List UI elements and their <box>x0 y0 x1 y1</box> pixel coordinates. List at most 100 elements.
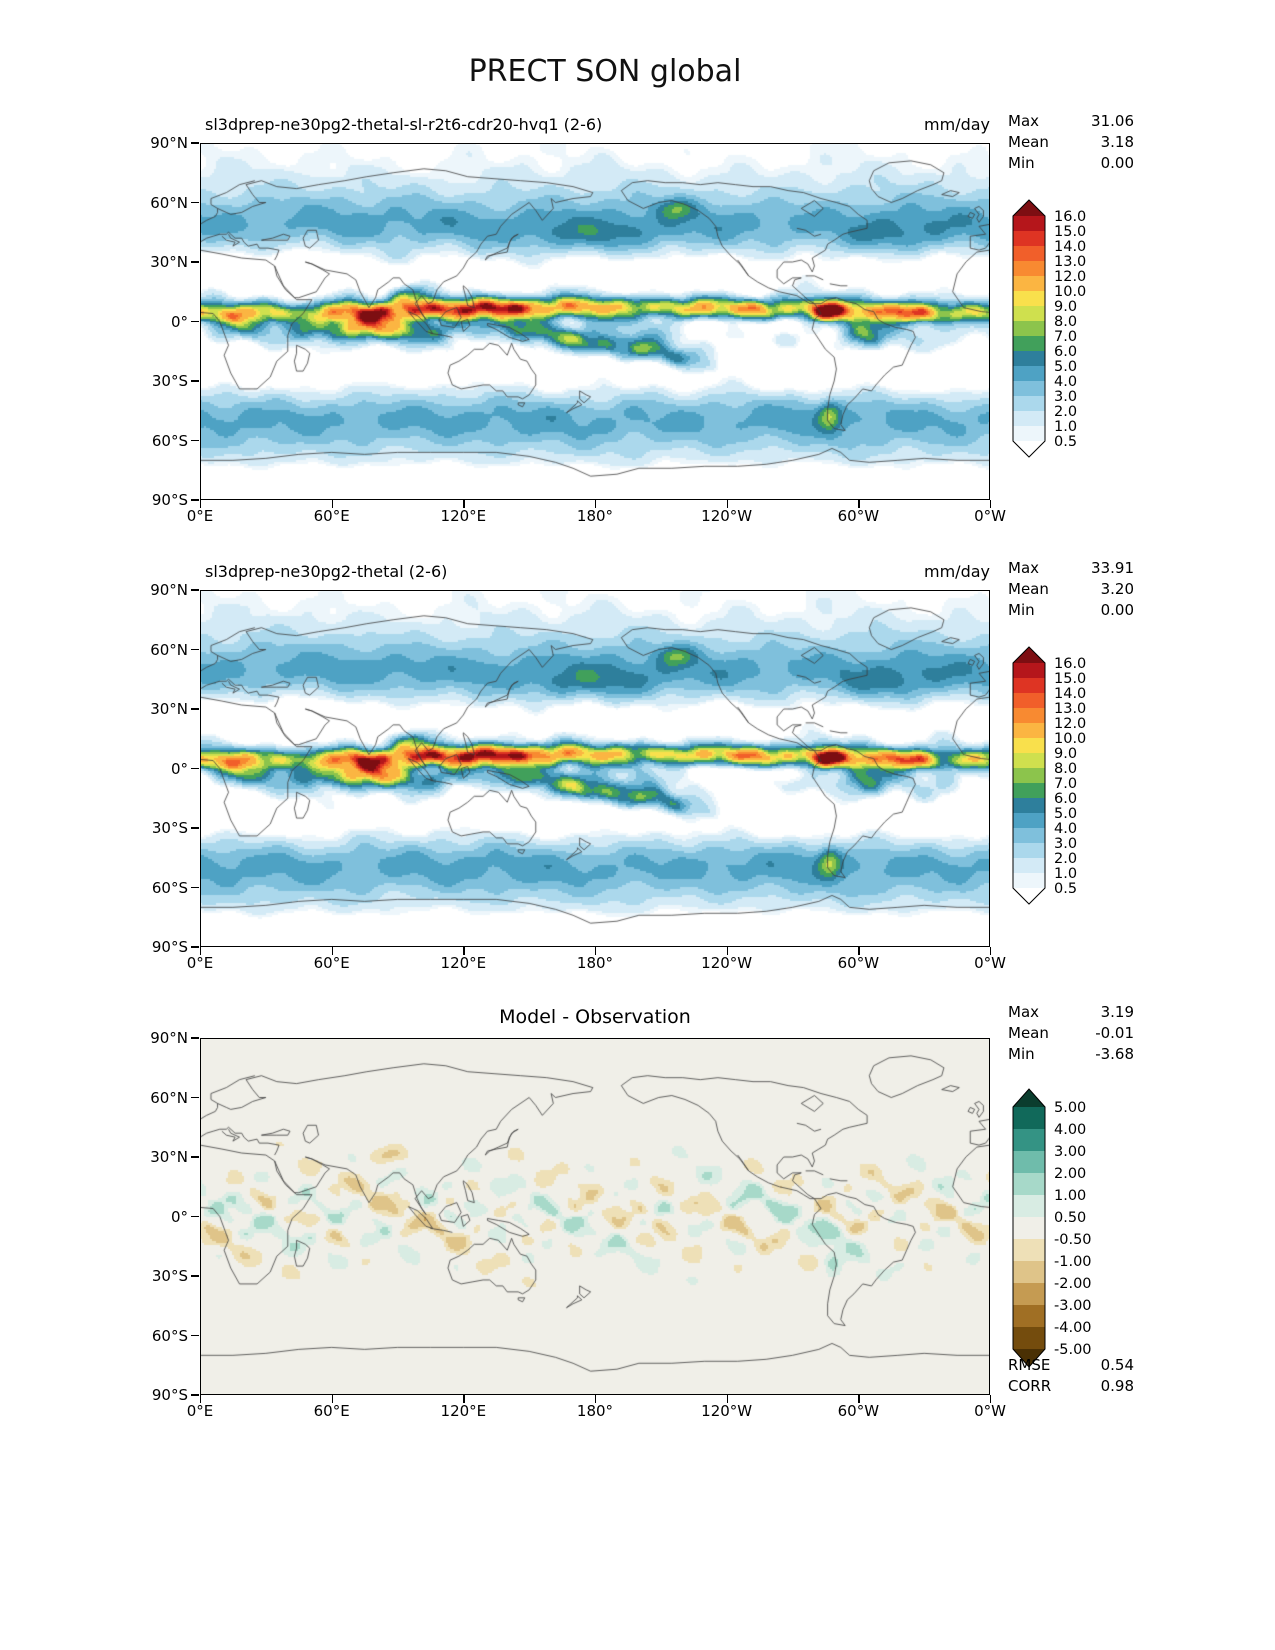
stat-label-max: Max <box>1008 112 1040 130</box>
svg-text:-4.00: -4.00 <box>1054 1320 1092 1336</box>
colorbar-svg: 16.015.014.013.012.010.09.08.07.06.05.04… <box>1012 199 1086 458</box>
y-tick-mark <box>191 767 199 770</box>
x-tick-label: 0°E <box>186 954 214 972</box>
stat-value-mean: 3.18 <box>1100 133 1134 151</box>
stat-value-min: 0.00 <box>1100 601 1134 619</box>
panel2-stats: Max 33.91 Mean 3.20 Min 0.00 <box>1008 559 1134 622</box>
y-tick-mark <box>191 380 199 382</box>
y-tick-mark <box>191 320 199 323</box>
x-tick-mark <box>858 947 860 955</box>
svg-text:3.00: 3.00 <box>1054 1144 1086 1160</box>
y-tick-mark <box>191 1334 199 1337</box>
panel3-map <box>200 1038 990 1395</box>
y-tick-mark <box>191 886 199 889</box>
x-tick-label: 120°E <box>440 507 487 525</box>
y-tick-label: 90°S <box>151 938 188 956</box>
y-tick-mark <box>191 499 199 501</box>
stat-label-mean: Mean <box>1008 1024 1049 1042</box>
stat-label-min: Min <box>1008 601 1035 619</box>
y-tick-mark <box>191 708 199 710</box>
y-tick-label: 0° <box>170 312 188 331</box>
svg-text:8.0: 8.0 <box>1054 314 1077 330</box>
y-tick-label: 30°N <box>150 253 188 271</box>
svg-text:-1.00: -1.00 <box>1054 1254 1092 1270</box>
svg-text:1.0: 1.0 <box>1054 866 1077 882</box>
svg-text:10.0: 10.0 <box>1054 731 1086 747</box>
svg-text:3.0: 3.0 <box>1054 389 1077 405</box>
panel3-map-canvas <box>200 1038 990 1395</box>
svg-text:2.0: 2.0 <box>1054 404 1077 420</box>
stat-value-max: 3.19 <box>1100 1003 1134 1021</box>
y-tick-mark <box>191 1394 199 1396</box>
svg-text:4.0: 4.0 <box>1054 374 1077 390</box>
x-tick-mark <box>463 947 465 955</box>
panel1-title: sl3dprep-ne30pg2-thetal-sl-r2t6-cdr20-hv… <box>205 115 603 134</box>
stat-row-min: Min -3.68 <box>1008 1045 1134 1066</box>
svg-text:14.0: 14.0 <box>1054 239 1086 255</box>
svg-text:7.0: 7.0 <box>1054 329 1077 345</box>
svg-text:15.0: 15.0 <box>1054 671 1086 687</box>
stat-value-min: 0.00 <box>1100 154 1134 172</box>
stat-row-corr: CORR 0.98 <box>1008 1377 1134 1398</box>
svg-text:0.5: 0.5 <box>1054 881 1077 897</box>
x-tick-mark <box>200 947 202 955</box>
svg-text:1.00: 1.00 <box>1054 1188 1086 1204</box>
x-tick-label: 120°W <box>701 1402 753 1420</box>
y-tick-label: 30°N <box>150 700 188 718</box>
x-tick-mark <box>726 1395 728 1403</box>
x-tick-label: 60°E <box>313 507 350 525</box>
x-tick-label: 0°E <box>186 507 214 525</box>
y-tick-label: 90°N <box>150 1029 188 1047</box>
svg-text:-5.00: -5.00 <box>1054 1342 1092 1358</box>
y-tick-label: 90°S <box>151 491 188 509</box>
figure-title: PRECT SON global <box>468 54 742 89</box>
x-tick-label: 60°E <box>313 1402 350 1420</box>
y-tick-label: 60°N <box>150 1088 188 1107</box>
stat-label-min: Min <box>1008 1045 1035 1063</box>
y-tick-mark <box>191 1215 199 1218</box>
stat-label-min: Min <box>1008 154 1035 172</box>
x-tick-label: 0°E <box>186 1402 214 1420</box>
panel2-units: mm/day <box>924 562 990 581</box>
panel3-y-axis-ticks <box>191 1037 199 1396</box>
panel3-y-axis-labels: 90°N 60°N 30°N 0° 30°S 60°S 90°S <box>128 1029 188 1404</box>
stat-row-mean: Mean 3.20 <box>1008 580 1134 601</box>
svg-text:0.5: 0.5 <box>1054 434 1077 450</box>
y-tick-label: 60°S <box>151 431 188 450</box>
panel2-map-canvas <box>200 590 990 947</box>
panel3-colorbar: 5.00 4.00 3.00 2.00 1.00 0.50 -0.50 -1.00 -2.00 -… <box>1012 1085 1142 1375</box>
panel1-units: mm/day <box>924 115 990 134</box>
x-tick-label: 180° <box>576 954 614 972</box>
stat-row-rmse: RMSE 0.54 <box>1008 1356 1134 1377</box>
x-tick-label: 60°E <box>313 954 350 972</box>
stat-value-corr: 0.98 <box>1100 1377 1134 1395</box>
x-tick-mark <box>200 500 202 508</box>
x-tick-mark <box>200 1395 202 1403</box>
panel1-y-axis-labels: 90°N 60°N 30°N 0° 30°S 60°S 90°S <box>128 134 188 509</box>
x-tick-label: 0°W <box>974 954 1006 972</box>
x-tick-mark <box>331 500 333 508</box>
panel1-y-axis-ticks <box>191 142 199 501</box>
panel1-colorbar: 16.0 15.0 14.0 13.0 12.0 10.0 9.0 8.0 7.0 6.0 5.0 4… <box>1012 196 1142 465</box>
stat-value-rmse: 0.54 <box>1100 1356 1134 1374</box>
svg-text:10.0: 10.0 <box>1054 284 1086 300</box>
panel2-y-axis-labels: 90°N 60°N 30°N 0° 30°S 60°S 90°S <box>128 581 188 956</box>
panel2-map <box>200 590 990 947</box>
x-tick-label: 180° <box>576 1402 614 1420</box>
x-tick-mark <box>595 1395 597 1403</box>
stat-row-mean: Mean 3.18 <box>1008 133 1134 154</box>
stat-label-mean: Mean <box>1008 133 1049 151</box>
svg-text:5.0: 5.0 <box>1054 806 1077 822</box>
svg-text:6.0: 6.0 <box>1054 791 1077 807</box>
colorbar-svg: 16.015.014.013.012.010.09.08.07.06.05.04… <box>1012 646 1086 905</box>
svg-text:16.0: 16.0 <box>1054 209 1086 225</box>
stat-row-max: Max 3.19 <box>1008 1003 1134 1024</box>
y-tick-mark <box>191 201 199 204</box>
panel1-x-axis-labels: 0°E 60°E 120°E 180° 120°W 60°W 0°W <box>187 507 1006 527</box>
stat-row-min: Min 0.00 <box>1008 154 1134 175</box>
x-tick-mark <box>595 947 597 955</box>
y-tick-mark <box>191 827 199 829</box>
y-tick-mark <box>191 1096 199 1099</box>
x-tick-mark <box>990 947 992 955</box>
